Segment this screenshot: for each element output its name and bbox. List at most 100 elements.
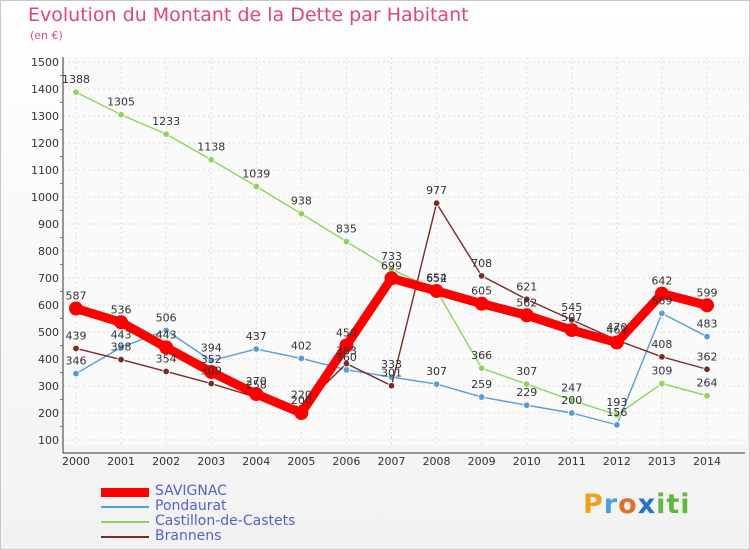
- legend-label: Castillon-de-Castets: [155, 513, 296, 529]
- data-label: 408: [651, 338, 672, 351]
- y-tick-label: 1500: [31, 56, 59, 69]
- data-point: [613, 411, 621, 419]
- data-label: 398: [111, 341, 132, 354]
- data-label: 402: [291, 339, 312, 352]
- data-point: [609, 335, 624, 350]
- data-point: [568, 409, 576, 417]
- data-label: 605: [471, 285, 492, 298]
- y-tick-label: 900: [38, 218, 59, 231]
- x-tick-label: 2004: [242, 455, 270, 468]
- data-label: 333: [381, 358, 402, 371]
- data-label: 200: [561, 394, 582, 407]
- y-tick-label: 600: [38, 299, 59, 312]
- legend-item: Castillon-de-Castets: [101, 513, 341, 529]
- data-point: [342, 366, 351, 374]
- y-tick-label: 500: [38, 326, 59, 339]
- data-point: [159, 340, 174, 355]
- legend-swatch: [101, 487, 149, 497]
- data-point: [294, 406, 309, 420]
- data-label: 309: [201, 365, 222, 378]
- x-tick-label: 2009: [468, 455, 496, 468]
- data-point: [69, 301, 83, 316]
- data-point: [703, 332, 711, 341]
- data-label: 200: [291, 394, 312, 407]
- y-tick-label: 700: [38, 272, 59, 285]
- y-tick-label: 800: [38, 245, 59, 258]
- data-point: [162, 326, 170, 335]
- data-point: [207, 356, 215, 365]
- legend-label: Brannens: [155, 528, 222, 544]
- data-point: [564, 323, 579, 338]
- x-tick-label: 2005: [287, 455, 315, 468]
- data-point: [432, 199, 441, 207]
- data-point: [658, 309, 666, 318]
- data-point: [613, 421, 621, 429]
- unit-label: (en €): [30, 29, 63, 42]
- data-point: [72, 88, 80, 96]
- legend-swatch: [101, 506, 149, 508]
- data-label: 1138: [197, 141, 225, 154]
- y-tick-label: 1200: [31, 137, 59, 150]
- data-label: 536: [111, 303, 132, 316]
- data-label: 270: [246, 375, 267, 388]
- data-label: 938: [291, 195, 312, 208]
- data-label: 307: [516, 365, 537, 378]
- data-label: 439: [66, 329, 87, 342]
- data-label: 220: [291, 389, 312, 402]
- data-label: 346: [66, 355, 87, 368]
- y-tick-label: 1100: [31, 164, 59, 177]
- chart-title: Evolution du Montant de la Dette par Hab…: [28, 4, 469, 26]
- x-tick-label: 2000: [62, 455, 90, 468]
- data-label: 258: [246, 378, 267, 391]
- y-tick-label: 1400: [31, 83, 59, 96]
- y-tick-label: 1000: [31, 191, 59, 204]
- data-label: 506: [156, 311, 177, 324]
- data-label: 977: [426, 184, 447, 197]
- data-label: 383: [336, 345, 357, 358]
- data-label: 1233: [152, 115, 180, 128]
- data-label: 247: [561, 381, 582, 394]
- data-label: 437: [246, 330, 267, 343]
- data-point: [297, 354, 306, 363]
- x-tick-label: 2006: [332, 455, 360, 468]
- proxiti-logo: Proxiti: [583, 489, 691, 520]
- data-point: [477, 393, 486, 401]
- data-label: 545: [561, 301, 582, 314]
- legend-swatch: [101, 521, 149, 523]
- data-point: [700, 298, 714, 313]
- data-label: 366: [471, 349, 492, 362]
- data-point: [384, 271, 399, 286]
- data-point: [654, 286, 669, 301]
- data-label: 587: [66, 290, 87, 303]
- data-label: 1305: [107, 96, 135, 109]
- data-point: [117, 110, 125, 119]
- x-tick-label: 2012: [603, 455, 631, 468]
- data-label: 450: [336, 327, 357, 340]
- data-point: [523, 295, 531, 304]
- data-label: 708: [471, 257, 492, 270]
- data-point: [342, 359, 351, 368]
- legend-label: SAVIGNAC: [155, 483, 227, 499]
- x-tick-label: 2008: [423, 455, 451, 468]
- data-point: [429, 283, 444, 298]
- data-point: [162, 367, 170, 376]
- data-label: 835: [336, 223, 357, 236]
- data-point: [658, 379, 666, 388]
- data-label: 621: [516, 280, 537, 293]
- data-label: 156: [606, 406, 627, 419]
- data-point: [339, 338, 354, 353]
- data-point: [117, 355, 125, 364]
- legend-item: Pondaurat: [101, 498, 341, 514]
- data-label: 599: [697, 286, 718, 299]
- data-label: 733: [381, 250, 402, 263]
- data-label: 360: [336, 351, 357, 364]
- legend-label: Pondaurat: [155, 498, 227, 514]
- x-tick-label: 2001: [107, 455, 135, 468]
- x-tick-label: 2007: [378, 455, 406, 468]
- data-label: 699: [381, 259, 402, 272]
- data-label: 470: [606, 321, 627, 334]
- data-label: 307: [426, 365, 447, 378]
- data-label: 569: [651, 294, 672, 307]
- data-label: 654: [426, 271, 447, 284]
